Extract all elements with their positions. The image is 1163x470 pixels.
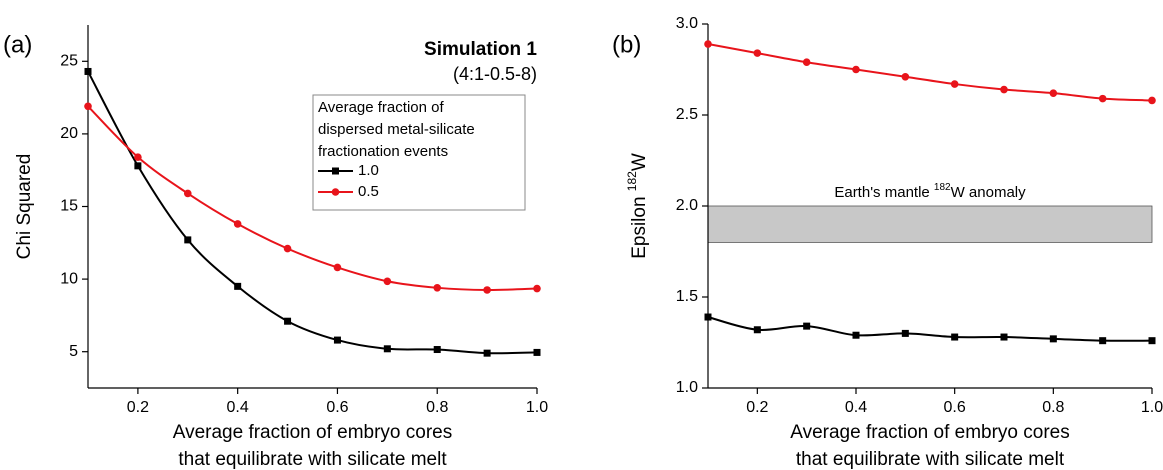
marker (1049, 89, 1058, 97)
marker (704, 313, 712, 321)
series-line (707, 43, 1153, 102)
y-tick-label: 20 (60, 125, 78, 142)
marker (1000, 85, 1008, 94)
y-axis-title-part: Epsilon (629, 191, 650, 259)
y-tick-label: 25 (60, 53, 78, 70)
marker (901, 329, 909, 337)
marker (283, 244, 292, 253)
x-axis-title: that equilibrate with silicate melt (178, 449, 447, 470)
y-tick-label: 2.0 (676, 197, 698, 214)
marker (134, 153, 142, 161)
panel: (a) 5 10 15 20 25 0.2 0.4 0.6 0.8 1.0 Average fract… (3, 25, 548, 470)
marker (533, 284, 541, 293)
legend-title: dispersed metal-silicate (318, 121, 475, 138)
band-label-part: Earth's mantle (834, 184, 934, 201)
x-tick-label: 1.0 (526, 399, 548, 416)
panel: (b)Earth's mantle 182W anomaly1.01.52.02… (612, 15, 1163, 470)
y-axis-title-part: W (629, 153, 650, 171)
legend-title: Average fraction of (318, 99, 444, 116)
marker (1098, 94, 1107, 103)
legend-marker (332, 167, 339, 175)
legend-title: fractionation events (318, 143, 448, 160)
marker (184, 236, 192, 244)
y-tick-label: 15 (60, 198, 78, 215)
legend-marker (331, 188, 340, 196)
marker (84, 67, 92, 75)
x-tick-label: 0.8 (426, 399, 448, 416)
band (707, 205, 1153, 243)
x-tick-label: 0.6 (944, 399, 966, 416)
marker (533, 348, 541, 356)
marker (753, 326, 761, 334)
x-tick-label: 0.8 (1042, 399, 1064, 416)
marker (134, 162, 142, 170)
x-tick-label: 1.0 (1141, 399, 1163, 416)
band-label: Earth's mantle 182W anomaly (834, 182, 1026, 201)
panel-label: (a) (3, 31, 32, 58)
y-tick-label: 1.0 (676, 379, 698, 396)
marker (802, 58, 811, 67)
x-axis-title: that equilibrate with silicate melt (796, 449, 1065, 470)
y-axis-title-part: 182 (625, 171, 639, 191)
marker (1148, 96, 1156, 105)
marker (852, 65, 860, 74)
x-tick-label: 0.4 (845, 399, 867, 416)
legend-box (312, 94, 526, 211)
marker (901, 72, 910, 81)
y-tick-label: 1.5 (676, 288, 698, 305)
marker (284, 317, 292, 325)
marker (383, 277, 392, 286)
band-label-part: W anomaly (951, 184, 1027, 201)
x-axis-title: Average fraction of embryo cores (790, 422, 1070, 443)
x-tick-label: 0.2 (746, 399, 768, 416)
marker (1049, 335, 1057, 343)
panel-label: (b) (612, 31, 641, 58)
y-tick-label: 3.0 (676, 15, 698, 32)
marker (704, 40, 712, 48)
band-label-part: 182 (934, 182, 951, 193)
legend-label: 1.0 (358, 162, 379, 179)
marker (183, 189, 192, 198)
x-tick-label: 0.6 (326, 399, 348, 416)
series-line (87, 105, 538, 291)
legend-label: 0.5 (358, 183, 379, 200)
marker (433, 284, 442, 292)
marker (84, 102, 92, 111)
x-axis-title: Average fraction of embryo cores (173, 422, 453, 443)
marker (803, 322, 811, 330)
marker (333, 336, 341, 344)
chart-subtitle: (4:1-0.5-8) (453, 64, 537, 84)
marker (234, 282, 242, 290)
marker (951, 333, 959, 341)
series-line (87, 70, 538, 355)
marker (1000, 333, 1008, 341)
marker (433, 346, 441, 354)
marker (383, 345, 391, 353)
x-tick-label: 0.2 (127, 399, 149, 416)
marker (483, 286, 491, 294)
chart-title: Simulation 1 (424, 39, 537, 60)
y-axis-title: Chi Squared (14, 154, 35, 260)
marker (950, 80, 959, 88)
marker (852, 331, 860, 339)
marker (483, 349, 491, 357)
marker (1099, 337, 1107, 345)
y-tick-label: 5 (69, 343, 78, 360)
marker (1148, 337, 1156, 345)
marker (333, 263, 342, 272)
y-axis-title: Epsilon 182W (625, 153, 650, 259)
marker (753, 49, 762, 57)
y-tick-label: 10 (60, 270, 78, 287)
y-axis-title-part: Chi Squared (14, 154, 35, 260)
marker (233, 220, 242, 228)
x-tick-label: 0.4 (227, 399, 249, 416)
y-tick-label: 2.5 (676, 106, 698, 123)
series-line (707, 316, 1153, 342)
